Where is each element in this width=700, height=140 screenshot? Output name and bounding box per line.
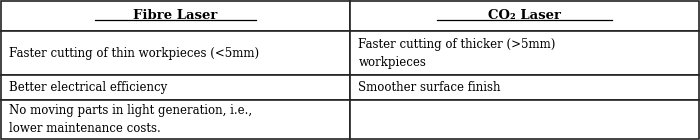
Bar [1, 31, 350, 75]
Text: Better electrical efficiency: Better electrical efficiency [9, 81, 167, 94]
Text: Faster cutting of thicker (>5mm)
workpieces: Faster cutting of thicker (>5mm) workpie… [358, 38, 556, 69]
Bar [350, 75, 699, 100]
Text: Fibre Laser: Fibre Laser [133, 9, 218, 22]
Text: No moving parts in light generation, i.e.,
lower maintenance costs.: No moving parts in light generation, i.e… [9, 104, 252, 135]
Bar [1, 100, 350, 139]
Text: Smoother surface finish: Smoother surface finish [358, 81, 501, 94]
Bar [350, 31, 699, 75]
Bar [1, 1, 350, 31]
Bar [350, 1, 699, 31]
Bar [350, 100, 699, 139]
Text: CO₂ Laser: CO₂ Laser [488, 9, 561, 22]
Text: Faster cutting of thin workpieces (<5mm): Faster cutting of thin workpieces (<5mm) [9, 47, 259, 60]
Bar [1, 75, 350, 100]
